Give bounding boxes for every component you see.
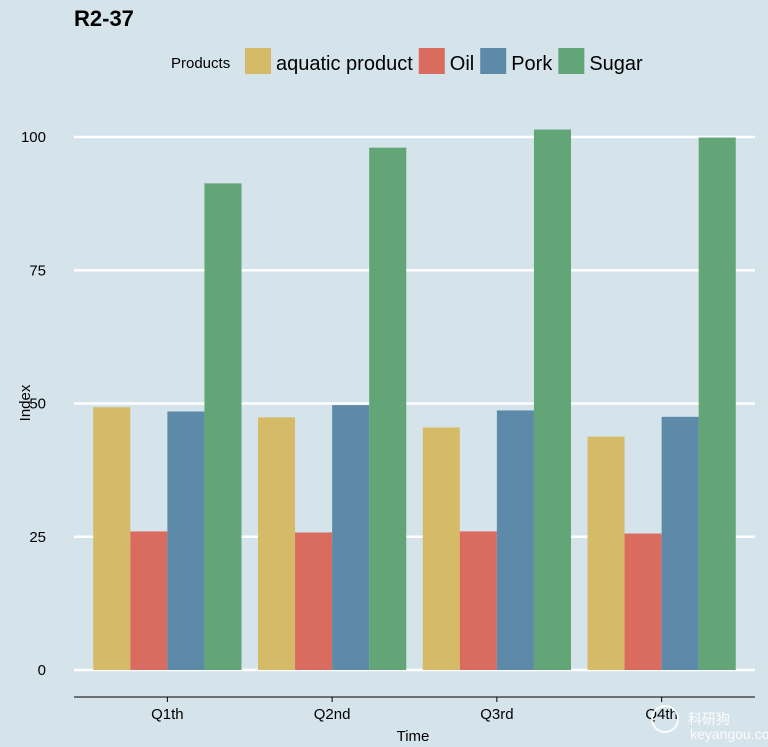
legend-label: Pork bbox=[511, 53, 553, 75]
bar-sugar-q3rd bbox=[533, 129, 572, 671]
bar-aquatic-product-q2nd bbox=[257, 417, 296, 670]
watermark-subtext: keyangou.com bbox=[690, 726, 768, 742]
y-tick-label: 50 bbox=[29, 396, 46, 413]
legend-swatch bbox=[558, 48, 585, 74]
watermark-text: 科研狗 bbox=[688, 711, 730, 727]
y-tick-label: 25 bbox=[29, 529, 46, 546]
y-tick-label: 0 bbox=[38, 662, 46, 679]
legend-swatch bbox=[245, 48, 271, 74]
legend-swatch bbox=[480, 48, 507, 74]
bar-oil-q4th bbox=[624, 533, 662, 670]
bar-pork-q2nd bbox=[332, 405, 370, 670]
x-axis: Q1th Q2nd Q3rd Q4th bbox=[151, 697, 678, 723]
x-tick-label: Q2nd bbox=[314, 706, 351, 723]
watermark-logo: 科研狗 keyangou.com bbox=[651, 705, 768, 742]
y-axis-title: Index bbox=[17, 384, 34, 421]
bar-pork-q4th bbox=[661, 416, 699, 670]
legend-title: Products bbox=[171, 55, 230, 72]
x-axis-title: Time bbox=[397, 728, 430, 745]
legend-label: Sugar bbox=[589, 53, 643, 75]
y-tick-label: 75 bbox=[29, 262, 46, 279]
legend-swatch bbox=[418, 48, 445, 74]
bar-oil-q2nd bbox=[295, 532, 333, 670]
chart-title: R2-37 bbox=[74, 6, 134, 31]
x-tick-label: Q1th bbox=[151, 706, 184, 723]
y-axis: 0 25 50 75 100 bbox=[21, 129, 46, 679]
bar-aquatic-product-q4th bbox=[587, 436, 625, 670]
legend: Products aquatic product Oil Pork Sugar bbox=[171, 48, 643, 75]
y-tick-label: 100 bbox=[21, 129, 46, 146]
bar-pork-q3rd bbox=[496, 410, 534, 670]
bar-aquatic-product-q1th bbox=[93, 407, 131, 670]
bar-sugar-q4th bbox=[698, 137, 736, 670]
bar-aquatic-product-q3rd bbox=[422, 427, 460, 670]
x-tick-label: Q3rd bbox=[480, 706, 513, 723]
bar-sugar-q2nd bbox=[369, 147, 407, 670]
legend-label: Oil bbox=[450, 53, 474, 75]
bar-pork-q1th bbox=[167, 411, 205, 670]
legend-label: aquatic product bbox=[276, 53, 413, 75]
bar-sugar-q1th bbox=[204, 183, 242, 670]
bars bbox=[93, 129, 736, 671]
bar-oil-q1th bbox=[130, 531, 168, 670]
watermark-dog-icon bbox=[651, 705, 679, 733]
x-tick-label: Q4th bbox=[645, 706, 678, 723]
bar-oil-q3rd bbox=[459, 531, 497, 670]
